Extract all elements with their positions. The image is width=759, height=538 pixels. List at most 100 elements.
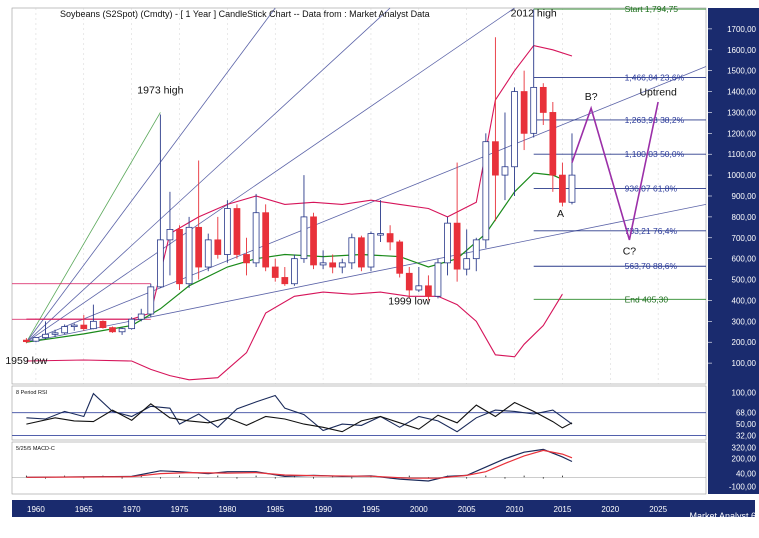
candle-body xyxy=(233,208,241,255)
candle-body xyxy=(472,239,480,260)
candle-body xyxy=(137,313,145,320)
candle-body xyxy=(89,320,97,330)
fib-level-label: 1,466,84 23,6% xyxy=(625,73,685,83)
y-tick-label: 500,00 xyxy=(732,276,757,285)
candle-body xyxy=(42,333,49,339)
candle-body xyxy=(281,277,289,285)
fib-level-label: 936,07 61,8% xyxy=(625,183,678,193)
macd-panel: 5/25/5 MACD-C 320,00 200,00 40,00 -100,00 xyxy=(12,444,757,492)
x-tick-label: 2025 xyxy=(649,505,667,514)
candle-body xyxy=(214,239,222,255)
chart-title: Soybeans (S2Spot) (Cmdty) - [ 1 Year ] C… xyxy=(60,9,430,19)
candle-body xyxy=(185,226,193,285)
candle-body xyxy=(99,320,107,329)
candles xyxy=(22,9,576,344)
x-tick-label: 2015 xyxy=(554,505,572,514)
rsi-tick-label: 100,00 xyxy=(732,388,757,397)
candle-body xyxy=(549,112,557,176)
y-tick-label: 1100,00 xyxy=(728,150,757,159)
fib-level-label: 1,100,03 50,0% xyxy=(625,149,685,159)
moving-average xyxy=(26,172,563,343)
y-tick-label: 1400,00 xyxy=(727,88,756,97)
candle-body xyxy=(118,328,126,333)
candle-body xyxy=(319,262,327,266)
x-tick-label: 2005 xyxy=(458,505,476,514)
x-tick-label: 1970 xyxy=(123,505,141,514)
candle-body xyxy=(329,262,337,268)
x-tick-label: 2020 xyxy=(601,505,619,514)
y-tick-label: 1700,00 xyxy=(727,25,756,34)
y-tick-label: 1500,00 xyxy=(727,67,756,76)
annotation-label: 1973 high xyxy=(137,85,183,97)
candle-body xyxy=(51,332,59,335)
candle-body xyxy=(530,86,538,134)
macd-plot-area xyxy=(11,441,707,495)
macd-series-line xyxy=(26,449,573,479)
candle-body xyxy=(539,86,547,113)
candle-body xyxy=(176,229,183,285)
candle-body xyxy=(204,239,212,268)
macd-title: 5/25/5 MACD-C xyxy=(16,446,55,452)
candle-body xyxy=(310,216,317,266)
fib-level-label: 733,21 76,4% xyxy=(625,226,678,236)
annotation-label: 1999 low xyxy=(388,296,430,308)
y-tick-label: 1200,00 xyxy=(727,129,756,138)
candle-body xyxy=(80,324,88,330)
candle-body xyxy=(425,285,432,297)
macd-tick-label: 40,00 xyxy=(736,470,757,479)
candle-body xyxy=(568,174,576,203)
x-tick-label: 1990 xyxy=(314,505,332,514)
candle-body xyxy=(61,326,69,334)
candle-body xyxy=(70,324,78,327)
y-tick-label: 1000,00 xyxy=(727,171,756,180)
candle-body xyxy=(559,174,566,203)
annotation-label: 2012 high xyxy=(511,7,557,19)
candle-body xyxy=(444,222,451,264)
y-axis-band xyxy=(708,8,759,494)
candle-body xyxy=(492,141,499,176)
annotation-label: B? xyxy=(585,91,598,103)
rsi-series-line xyxy=(26,392,573,433)
x-tick-label: 1965 xyxy=(75,505,93,514)
y-tick-label: 1300,00 xyxy=(727,108,756,117)
candle-body xyxy=(377,233,384,236)
candle-body xyxy=(22,339,30,343)
rsi-series-line xyxy=(26,401,573,433)
candle-body xyxy=(128,318,136,330)
rsi-tick-label: 68,00 xyxy=(736,409,757,418)
annotation-label: C? xyxy=(623,245,637,257)
x-tick-label: 1995 xyxy=(362,505,380,514)
rsi-title: 8 Period RSI xyxy=(16,390,48,396)
candle-body xyxy=(511,91,518,168)
candle-body xyxy=(386,233,394,243)
candle-body xyxy=(157,239,164,288)
rsi-tick-label: 32,00 xyxy=(736,432,757,441)
y-axis: 1700,00 1600,00 1500,00 1400,00 1300,00 1200,… xyxy=(708,25,757,368)
y-tick-label: 300,00 xyxy=(732,317,757,326)
fan-line xyxy=(26,112,161,343)
annotations: 1973 high 2012 high 1959 low 1999 low A B? Upt… xyxy=(5,7,677,367)
macd-tick-label: 320,00 xyxy=(732,444,757,453)
candle-body xyxy=(195,226,203,268)
wave-overlay xyxy=(571,101,659,241)
y-tick-label: 900,00 xyxy=(732,192,757,201)
macd-tick-label: -100,00 xyxy=(729,483,757,492)
x-tick-label: 2000 xyxy=(410,505,428,514)
wave-projection-path xyxy=(571,101,659,241)
candle-body xyxy=(243,254,250,264)
annotation-label: 1959 low xyxy=(5,355,47,367)
candle-body xyxy=(358,237,365,268)
x-tick-label: 1985 xyxy=(266,505,284,514)
candle-body xyxy=(291,258,298,285)
candle-body xyxy=(338,262,346,268)
macd-tick-label: 200,00 xyxy=(732,455,757,464)
bollinger-lower xyxy=(26,291,563,381)
annotation-label: Uptrend xyxy=(639,87,677,99)
fib-level-label: Start 1,794,75 xyxy=(625,4,679,14)
candle-body xyxy=(271,266,279,278)
candle-body xyxy=(434,262,442,297)
main-plot-area xyxy=(11,7,707,385)
annotation-label: A xyxy=(557,208,564,220)
candle-body xyxy=(300,216,308,260)
